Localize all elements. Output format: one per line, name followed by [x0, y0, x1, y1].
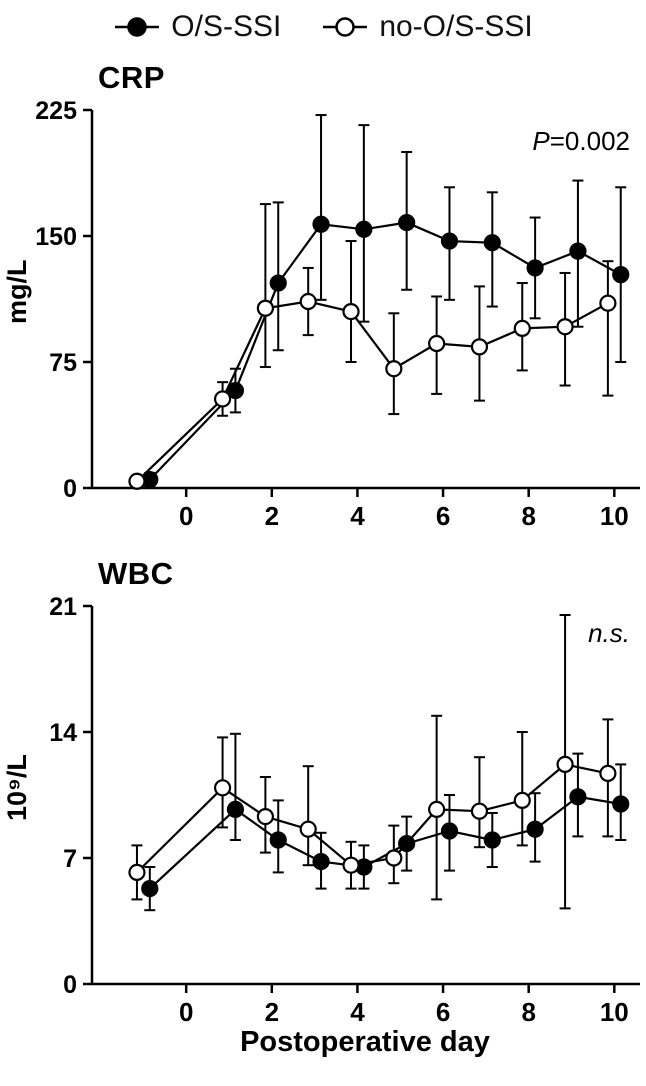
data-point-marker — [440, 232, 459, 250]
data-point-marker — [612, 266, 630, 284]
x-tick-label: 4 — [350, 501, 365, 526]
x-tick-label: 8 — [521, 997, 535, 1022]
data-point-marker — [556, 318, 574, 336]
data-point-marker — [312, 853, 330, 871]
markers-o-s-ssi — [141, 788, 630, 898]
chart-wbc: WBC 10⁹/L n.s. 0 7 14 21 0 2 4 6 8 10 — [0, 556, 646, 1022]
crp-y-axis-label: mg/L — [2, 259, 32, 325]
markers-no-o-s-ssi — [128, 755, 617, 881]
data-point-marker — [226, 381, 245, 400]
data-point-marker — [226, 800, 245, 818]
series-no-o-s-ssi — [131, 203, 614, 488]
y-tick-label: 150 — [35, 223, 77, 251]
crp-plot-svg: 0 75 150 225 0 2 4 6 8 10 — [35, 97, 640, 526]
data-point-marker — [569, 788, 587, 806]
y-tick-label: 75 — [49, 349, 77, 377]
legend: O/S-SSI no-O/S-SSI — [0, 0, 646, 44]
chart-crp: CRP mg/L P=0.002 0 75 150 225 0 2 4 6 8 10 — [0, 60, 646, 526]
markers-no-o-s-ssi — [128, 292, 617, 490]
data-point-marker — [213, 390, 232, 408]
data-point-marker — [526, 259, 544, 277]
series-line — [149, 221, 622, 481]
y-tick-label: 0 — [63, 971, 77, 999]
data-point-marker — [398, 835, 416, 853]
data-point-marker — [385, 360, 403, 378]
series-o-s-ssi — [144, 732, 627, 912]
data-point-marker — [256, 808, 274, 826]
data-point-marker — [312, 215, 330, 233]
y-tick-label: 225 — [35, 97, 77, 125]
x-tick-label: 0 — [179, 501, 193, 526]
data-point-marker — [428, 800, 446, 818]
data-point-marker — [128, 472, 146, 490]
data-point-marker — [599, 294, 617, 312]
open-circle-marker-icon — [323, 17, 368, 37]
series-o-s-ssi — [144, 114, 627, 488]
x-tick-label: 2 — [265, 997, 279, 1022]
axes: 0 75 150 225 0 2 4 6 8 10 — [35, 97, 640, 526]
data-point-marker — [513, 791, 531, 809]
data-point-marker — [483, 234, 501, 252]
x-tick-label: 10 — [600, 997, 629, 1022]
ns-annotation: n.s. — [588, 618, 630, 648]
data-point-marker — [213, 779, 232, 797]
data-point-marker — [556, 755, 574, 773]
wbc-plot-svg: 0 7 14 21 0 2 4 6 8 10 — [49, 593, 640, 1022]
data-point-marker — [299, 820, 317, 838]
filled-circle-marker-icon — [115, 17, 160, 37]
legend-label-ossi: O/S-SSI — [171, 10, 282, 43]
x-tick-label: 10 — [600, 501, 629, 526]
data-point-marker — [428, 334, 446, 353]
data-point-marker — [385, 849, 403, 867]
data-point-marker — [342, 856, 360, 874]
p-value-annotation: P=0.002 — [532, 126, 630, 156]
data-point-marker — [569, 242, 587, 260]
legend-item-ossi: O/S-SSI — [113, 10, 281, 44]
series-line — [136, 763, 609, 874]
x-tick-label: 6 — [436, 997, 450, 1022]
x-axis-label: Postoperative day — [240, 1026, 490, 1058]
x-tick-label: 2 — [265, 501, 279, 526]
y-tick-label: 21 — [49, 593, 77, 621]
data-point-marker — [342, 303, 360, 321]
data-point-marker — [141, 880, 159, 898]
y-tick-label: 14 — [49, 719, 77, 747]
legend-item-no-ossi: no-O/S-SSI — [321, 10, 533, 44]
data-point-marker — [612, 795, 630, 813]
crp-plot-area: mg/L P=0.002 0 75 150 225 0 2 4 6 8 10 — [0, 96, 646, 526]
data-point-marker — [513, 319, 531, 337]
x-tick-label: 8 — [521, 501, 535, 526]
wbc-y-axis-label: 10⁹/L — [2, 754, 32, 822]
data-point-marker — [269, 831, 287, 849]
data-point-marker — [470, 338, 489, 356]
data-point-marker — [398, 213, 416, 232]
axes: 0 7 14 21 0 2 4 6 8 10 — [49, 593, 640, 1022]
y-tick-label: 0 — [63, 475, 77, 503]
data-point-marker — [483, 831, 501, 849]
data-point-marker — [299, 292, 317, 311]
legend-label-no-ossi: no-O/S-SSI — [379, 10, 533, 43]
series-line — [136, 300, 609, 483]
series-line — [149, 795, 621, 890]
data-point-marker — [355, 220, 373, 238]
series-no-o-s-ssi — [131, 614, 614, 910]
wbc-chart-title: WBC — [98, 556, 174, 591]
data-point-marker — [256, 299, 274, 317]
data-point-marker — [128, 863, 146, 881]
data-point-marker — [440, 822, 459, 840]
x-tick-label: 0 — [179, 997, 193, 1022]
data-point-marker — [470, 802, 489, 820]
x-tick-label: 4 — [350, 997, 365, 1022]
data-point-marker — [269, 274, 287, 292]
crp-chart-title: CRP — [98, 60, 165, 95]
markers-o-s-ssi — [141, 213, 630, 489]
data-point-marker — [599, 764, 617, 782]
y-tick-label: 7 — [63, 845, 77, 873]
data-point-marker — [526, 820, 544, 838]
x-tick-label: 6 — [436, 501, 450, 526]
wbc-plot-area: 10⁹/L n.s. 0 7 14 21 0 2 4 6 8 10 — [0, 592, 646, 1022]
